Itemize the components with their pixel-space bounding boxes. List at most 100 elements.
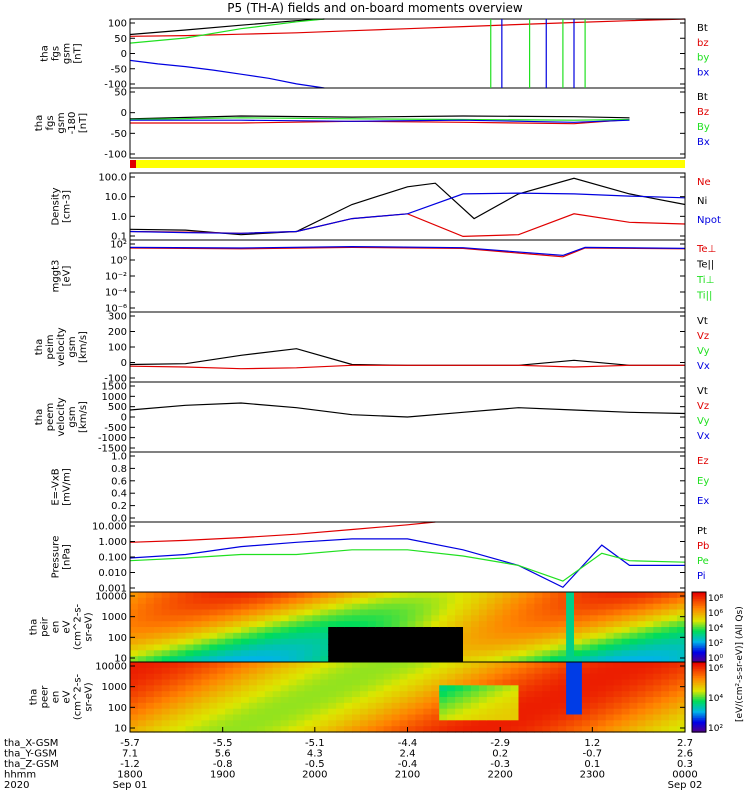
heatmap-cell [336,679,345,686]
ytick-label: -1500 [98,444,127,455]
heatmap-cell [383,708,393,716]
heatmap-cell [272,720,282,727]
heatmap-cell [280,644,290,651]
heatmap-cell [375,621,385,628]
heatmap-cell [621,644,631,651]
heatmap-cell [161,650,171,657]
heatmap-cell [581,627,591,634]
heatmap-cell [661,679,670,686]
colorbar-cell [692,693,706,696]
heatmap-cell [130,679,139,686]
heatmap-cell [550,726,559,733]
heatmap-cell [574,621,583,628]
heatmap-cell [264,644,274,651]
heatmap-cell [201,592,210,599]
heatmap-cell [661,597,670,605]
heatmap-cell [336,597,345,605]
heatmap-cell [613,691,623,698]
heatmap-cell [153,714,163,721]
heatmap-cell [439,662,448,669]
heatmap-cell [645,644,654,651]
heatmap-cell [280,720,290,727]
heatmap-cell [209,597,218,605]
heatmap-cell [209,708,218,716]
heatmap-cell [597,632,607,640]
heatmap-cell [526,621,535,628]
colorbar-cell [692,649,706,653]
heatmap-cell [248,702,258,710]
heatmap-cell [225,627,234,634]
heatmap-cell [352,691,361,698]
heatmap-cell [367,673,377,681]
heatmap-cell [589,644,599,651]
heatmap-cell [574,667,583,675]
heatmap-cell [225,673,234,681]
ytick-label: -50 [111,64,127,75]
heatmap-cell [359,592,369,599]
heatmap-cell [201,644,210,651]
heatmap-cell [605,638,615,646]
heatmap-cell [177,667,187,675]
heatmap-cell [185,650,194,657]
heatmap-cell [526,662,535,669]
legend-bx: bx [697,67,709,78]
heatmap-cell [241,679,250,686]
heatmap-cell [264,662,274,669]
heatmap-cell [645,592,654,599]
panel-6 [129,451,686,523]
heatmap-cell [613,673,623,681]
heatmap-cell [463,609,472,616]
heatmap-cell [629,615,638,622]
heatmap-cell [256,656,266,663]
colorbar-cell [692,644,706,647]
heatmap-cell [486,638,496,646]
heatmap-cell [415,615,424,622]
heatmap-cell [169,702,179,710]
heatmap-cell [280,609,290,616]
heatmap-cell [328,662,337,669]
heatmap-cell [447,679,456,686]
heatmap-cell [399,638,409,646]
heatmap-cell [597,627,607,634]
legend-vx: Vx [697,431,710,442]
heatmap-cell [169,650,179,657]
heatmap-cell [645,667,654,675]
heatmap-cell [201,720,210,727]
heatmap-cell [534,656,543,663]
heatmap-cell [534,609,543,616]
heatmap-cell [399,714,409,721]
heatmap-cell [431,597,440,605]
heatmap-cell [423,708,432,716]
heatmap-cell [177,632,187,640]
heatmap-cell [320,632,329,640]
heatmap-cell [518,673,527,681]
heatmap-cell [185,673,194,681]
heatmap-cell [336,714,345,721]
heatmap-cell [312,691,321,698]
heatmap-cell [217,609,226,616]
heatmap-cell [621,726,631,733]
heatmap-cell [383,714,393,721]
heatmap-cell [241,650,250,657]
heatmap-cell [645,650,654,657]
ytick-label: 10000 [95,592,127,603]
xaxis-value: -5.7 [120,738,140,749]
heatmap-cell [494,667,504,675]
heatmap-cell [677,726,686,733]
heatmap-cell [439,644,448,651]
heatmap-cell [661,697,670,704]
heatmap-cell [645,673,654,681]
heatmap-cell [280,691,290,698]
colorbar-cell [692,628,706,632]
ylabel-line: tha [34,409,45,425]
heatmap-cell [304,691,313,698]
heatmap-cell [605,662,615,669]
heatmap-cell [272,673,282,681]
heatmap-cell [375,685,385,692]
heatmap-cell [494,603,504,611]
heatmap-cell [470,714,480,721]
heatmap-cell [613,685,623,692]
heatmap-cell [217,702,226,710]
heatmap-cell [447,603,456,611]
heatmap-cell [130,685,139,692]
